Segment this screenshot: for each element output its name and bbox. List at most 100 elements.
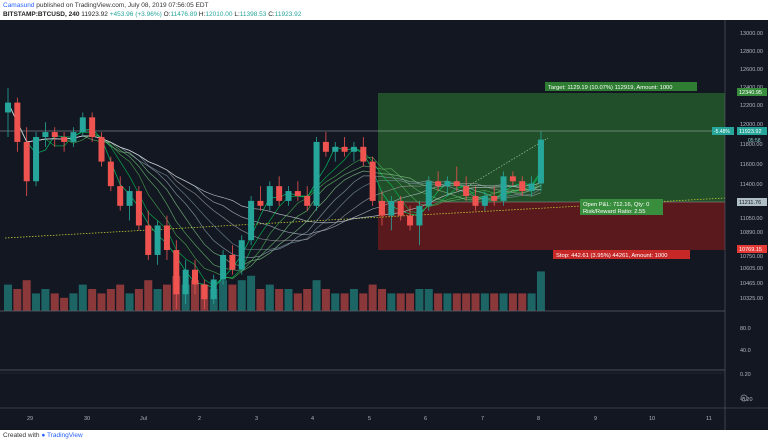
candle-body[interactable] [500,176,507,201]
candle-body[interactable] [463,186,470,196]
stop-label-box[interactable] [553,250,690,259]
time-label: 11 [706,416,712,422]
tradingview-logo-icon[interactable]: ● [41,432,46,439]
candle-body[interactable] [98,137,105,162]
candle-body[interactable] [229,254,236,270]
projection-line [464,137,549,189]
candle-body[interactable] [163,225,170,251]
candle-body[interactable] [154,225,161,255]
candle-body[interactable] [341,146,348,152]
candle-body[interactable] [519,181,526,192]
candle-body[interactable] [42,132,49,138]
candle-body[interactable] [322,141,329,152]
candle-body[interactable] [332,146,339,152]
candle-body[interactable] [145,225,152,255]
candle-body[interactable] [5,102,11,113]
candle-body[interactable] [491,195,498,201]
candle-body[interactable] [61,137,68,142]
pnl-box[interactable] [580,199,663,215]
symbol-label[interactable]: BITSTAMP:BTCUSD, 240 [3,11,80,18]
volume-bar [293,293,302,311]
candle-body[interactable] [294,191,301,196]
chart-area[interactable]: 13000.00 12800.00 12600.00 12400.00 1220… [0,20,768,430]
author-link[interactable]: Camasund [3,2,35,9]
candle-body[interactable] [304,195,311,206]
candle-body[interactable] [537,139,544,184]
candle-body[interactable] [425,181,432,206]
candle-body[interactable] [23,141,30,182]
candle-body[interactable] [360,146,367,162]
price-label: 11400.00 [740,182,763,188]
candle-body[interactable] [379,200,385,216]
candle-body[interactable] [173,250,180,295]
candle-body[interactable] [107,161,114,187]
candle-body[interactable] [238,240,245,270]
volume-bar [471,293,480,311]
price-chart-svg[interactable]: 13000.00 12800.00 12600.00 12400.00 1220… [0,20,768,430]
candle-body[interactable] [266,186,273,206]
candle-body[interactable] [407,215,414,226]
candle-body[interactable] [210,279,217,300]
open-label: O: [163,11,171,18]
target-price-badge [737,88,767,96]
price-label: 13000.00 [740,31,763,37]
candle-body[interactable] [79,117,86,133]
time-label: 29 [27,416,33,422]
candle-body[interactable] [313,141,320,206]
volume-bar [247,275,256,311]
volume-bar [462,293,471,311]
volume-bar [41,289,50,311]
stop-label: Stop: 442.61 (3.95%) 44261, Amount: 1000 [556,253,668,259]
candle-body[interactable] [435,181,442,187]
candle-body[interactable] [416,205,423,226]
candle-body[interactable] [444,181,451,187]
ma-line [7,102,542,280]
percent-badge [712,127,734,135]
candlestick-series [5,87,544,309]
stop-zone[interactable] [378,202,725,250]
created-with-text: Created with [3,432,40,439]
candle-body[interactable] [397,200,404,216]
volume-bar [499,293,508,311]
time-label: 6 [424,416,427,422]
candle-body[interactable] [528,183,535,192]
candle-body[interactable] [135,191,142,226]
low-label: L: [234,11,240,18]
low-value: 11398.53 [239,11,267,18]
candle-body[interactable] [248,200,255,241]
candle-body[interactable] [70,132,77,142]
target-label-box[interactable] [545,82,697,91]
candle-body[interactable] [220,254,227,280]
candle-body[interactable] [472,195,479,206]
candle-body[interactable] [201,284,208,300]
candle-body[interactable] [453,181,460,187]
candle-body[interactable] [285,191,292,201]
candle-body[interactable] [369,161,376,201]
candle-body[interactable] [33,137,40,182]
tradingview-brand[interactable]: TradingView [46,432,83,439]
candle-body[interactable] [182,269,189,295]
candle-body[interactable] [481,195,488,206]
settings-gear-icon[interactable] [740,394,748,402]
candle-body[interactable] [257,200,264,206]
price-label: 11800.00 [740,142,763,148]
candle-body[interactable] [117,186,124,206]
candle-body[interactable] [350,146,357,152]
close-value: 11923.92 [274,11,302,18]
time-label: 10 [649,416,655,422]
price-change: +453.96 (+3.96%) [109,11,162,18]
candle-body[interactable] [276,186,283,201]
candle-body[interactable] [51,132,58,138]
candle-body[interactable] [388,200,395,216]
volume-bar [536,271,545,311]
last-price: 11923.92 [81,11,108,18]
candle-body[interactable] [126,191,133,206]
volume-bar [508,293,517,311]
candle-body[interactable] [509,176,516,182]
time-label: 8 [537,416,540,422]
candle-body[interactable] [14,102,21,142]
price-label: 10890.00 [740,230,763,236]
open-value: 11476.89 [170,11,198,18]
candle-body[interactable] [192,269,198,285]
candle-body[interactable] [89,117,96,138]
